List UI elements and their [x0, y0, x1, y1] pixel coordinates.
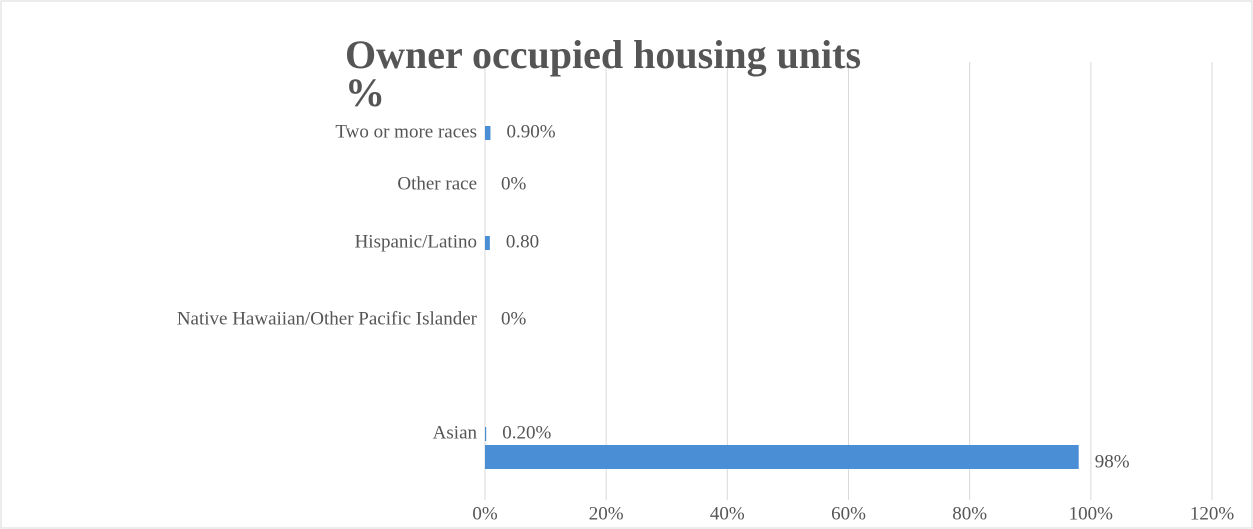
bar: [485, 445, 1079, 469]
data-label: 0.80: [506, 231, 539, 252]
x-tick-label: 100%: [1069, 503, 1114, 524]
bar: [485, 126, 491, 140]
y-tick-label: Asian: [433, 422, 478, 443]
x-tick-label: 120%: [1190, 503, 1235, 524]
data-label: 0%: [501, 308, 527, 329]
y-tick-label: Native Hawaiian/Other Pacific Islander: [177, 308, 478, 329]
data-label: 0%: [501, 173, 527, 194]
x-tick-label: 0%: [472, 503, 498, 524]
bar: [485, 236, 490, 250]
y-tick-label: Hispanic/Latino: [355, 231, 477, 252]
x-tick-label: 20%: [589, 503, 624, 524]
chart-title: Owner occupied housing units %: [345, 32, 862, 115]
data-label: 0.20%: [502, 422, 551, 443]
data-label: 0.90%: [506, 121, 555, 142]
bar: [485, 427, 487, 441]
y-tick-label: Two or more races: [335, 121, 477, 142]
x-tick-label: 80%: [952, 503, 987, 524]
y-tick-label: Other race: [397, 173, 477, 194]
data-label: 98%: [1095, 451, 1130, 472]
x-tick-label: 60%: [831, 503, 866, 524]
x-tick-label: 40%: [710, 503, 745, 524]
